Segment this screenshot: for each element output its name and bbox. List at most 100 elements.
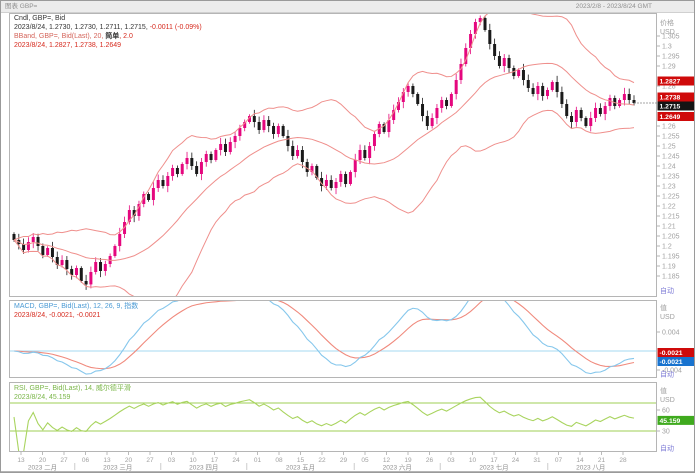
svg-text:07: 07: [555, 457, 563, 464]
bband-mid-label: 1.2738: [657, 92, 694, 102]
macd-legend: MACD, GBP=, Bid(Last), 12, 26, 9, 指数 202…: [14, 302, 138, 320]
svg-text:值: 值: [660, 386, 667, 395]
svg-text:45.159: 45.159: [660, 418, 681, 425]
bband-series-label: BBand, GBP=, Bid(Last), 20,: [14, 33, 106, 40]
svg-text:17: 17: [211, 457, 219, 464]
svg-text:1.22: 1.22: [662, 203, 676, 210]
svg-text:10: 10: [469, 457, 477, 464]
rsi-values: 2023/8/24, 45.159: [14, 394, 71, 401]
svg-text:15: 15: [297, 457, 305, 464]
svg-text:1.295: 1.295: [662, 53, 680, 60]
date-range: 2023/2/8 - 2023/8/24 GMT: [575, 3, 652, 10]
svg-text:1.205: 1.205: [662, 233, 680, 240]
bband-middle-line: [13, 62, 635, 261]
svg-text:USD: USD: [660, 29, 675, 36]
svg-text:03: 03: [447, 457, 455, 464]
last-price-label: 1.2715: [657, 101, 694, 111]
svg-text:2023 二月: 2023 二月: [28, 464, 57, 472]
svg-text:1.29: 1.29: [662, 63, 676, 70]
svg-text:2023 六月: 2023 六月: [383, 463, 412, 472]
svg-text:20: 20: [125, 457, 133, 464]
svg-text:1.25: 1.25: [662, 143, 676, 150]
macd-values: 2023/8/24, -0.0021, -0.0021: [14, 312, 101, 319]
candle-ohlc-values: 2023/8/24, 1.2730, 1.2730, 1.2711, 1.271…: [14, 24, 148, 31]
svg-text:22: 22: [318, 457, 326, 464]
svg-text:1.26: 1.26: [662, 123, 676, 130]
svg-text:-0.0021: -0.0021: [660, 350, 683, 357]
svg-text:27: 27: [60, 457, 68, 464]
candles-layer: [12, 15, 636, 290]
svg-text:13: 13: [17, 457, 25, 464]
svg-text:-0.0021: -0.0021: [660, 359, 683, 366]
svg-text:24: 24: [512, 457, 520, 464]
svg-text:价格: 价格: [660, 18, 674, 27]
svg-text:03: 03: [168, 457, 176, 464]
svg-text:1.2827: 1.2827: [660, 79, 681, 86]
svg-text:01: 01: [254, 457, 262, 464]
svg-text:29: 29: [340, 457, 348, 464]
svg-text:1.21: 1.21: [662, 223, 676, 230]
svg-text:27: 27: [146, 457, 154, 464]
bband-values: 2023/8/24, 1.2827, 1.2738, 1.2649: [14, 42, 122, 49]
macd-line: [13, 301, 635, 375]
svg-text:1.19: 1.19: [662, 263, 676, 270]
macd-value-label: -0.0021: [657, 357, 694, 366]
bband-lower-line: [13, 109, 635, 296]
svg-text:自动: 自动: [660, 444, 674, 453]
svg-text:2023 四月: 2023 四月: [189, 464, 218, 472]
svg-text:1.235: 1.235: [662, 173, 680, 180]
svg-text:-0.004: -0.004: [662, 367, 682, 374]
main-chart-legend: Cndl, GBP=, Bid 2023/8/24, 1.2730, 1.273…: [14, 15, 202, 49]
macd-series-label: MACD, GBP=, Bid(Last), 12, 26, 9, 指数: [14, 303, 139, 310]
svg-text:31: 31: [533, 457, 541, 464]
svg-text:10: 10: [189, 457, 197, 464]
svg-text:1.245: 1.245: [662, 153, 680, 160]
svg-text:2023 七月: 2023 七月: [479, 463, 508, 472]
bband-upper-line: [13, 14, 635, 241]
bband-upper-label: 1.2827: [657, 76, 694, 86]
svg-text:1.195: 1.195: [662, 253, 680, 260]
svg-text:1.3: 1.3: [662, 43, 672, 50]
macd-panel-frame: [9, 300, 657, 378]
svg-text:20: 20: [39, 457, 47, 464]
svg-text:60: 60: [662, 407, 670, 414]
svg-text:2023 五月: 2023 五月: [286, 464, 315, 472]
svg-text:1.215: 1.215: [662, 213, 680, 220]
svg-text:13: 13: [103, 457, 111, 464]
svg-text:值: 值: [660, 303, 667, 312]
svg-text:30: 30: [662, 428, 670, 435]
svg-text:USD: USD: [660, 397, 675, 404]
svg-text:1.28: 1.28: [662, 83, 676, 90]
rsi-series-label: RSI, GBP=, Bid(Last), 14, 威尔德平滑: [14, 385, 131, 392]
svg-text:24: 24: [232, 457, 240, 464]
app-title: 图表 GBP=: [5, 3, 38, 10]
svg-text:1.2649: 1.2649: [660, 114, 681, 121]
rsi-panel-frame: [9, 382, 657, 452]
macd-signal-label: -0.0021: [657, 348, 694, 357]
svg-text:05: 05: [361, 457, 369, 464]
rsi-line: [13, 396, 635, 451]
macd-signal-line: [13, 301, 635, 370]
svg-text:1.23: 1.23: [662, 183, 676, 190]
svg-text:1.185: 1.185: [662, 273, 680, 280]
svg-text:26: 26: [426, 457, 434, 464]
svg-text:自动: 自动: [660, 286, 674, 295]
svg-text:1.305: 1.305: [662, 33, 680, 40]
candle-change-value: -0.0011 (-0.09%): [149, 24, 202, 31]
main-panel-frame: [9, 13, 657, 297]
svg-text:1.2738: 1.2738: [660, 95, 681, 102]
svg-text:2023 八月: 2023 八月: [576, 464, 605, 472]
title-bar: 图表 GBP= 2023/2/8 - 2023/8/24 GMT: [1, 1, 694, 13]
svg-text:1.2: 1.2: [662, 243, 672, 250]
svg-text:19: 19: [404, 457, 412, 464]
svg-text:2023 三月: 2023 三月: [103, 464, 132, 472]
svg-text:1.255: 1.255: [662, 133, 680, 140]
svg-text:0.004: 0.004: [662, 329, 680, 336]
svg-text:USD: USD: [660, 314, 675, 321]
svg-text:1.24: 1.24: [662, 163, 676, 170]
svg-text:自动: 自动: [660, 370, 674, 379]
svg-text:17: 17: [490, 457, 498, 464]
svg-text:21: 21: [598, 457, 606, 464]
